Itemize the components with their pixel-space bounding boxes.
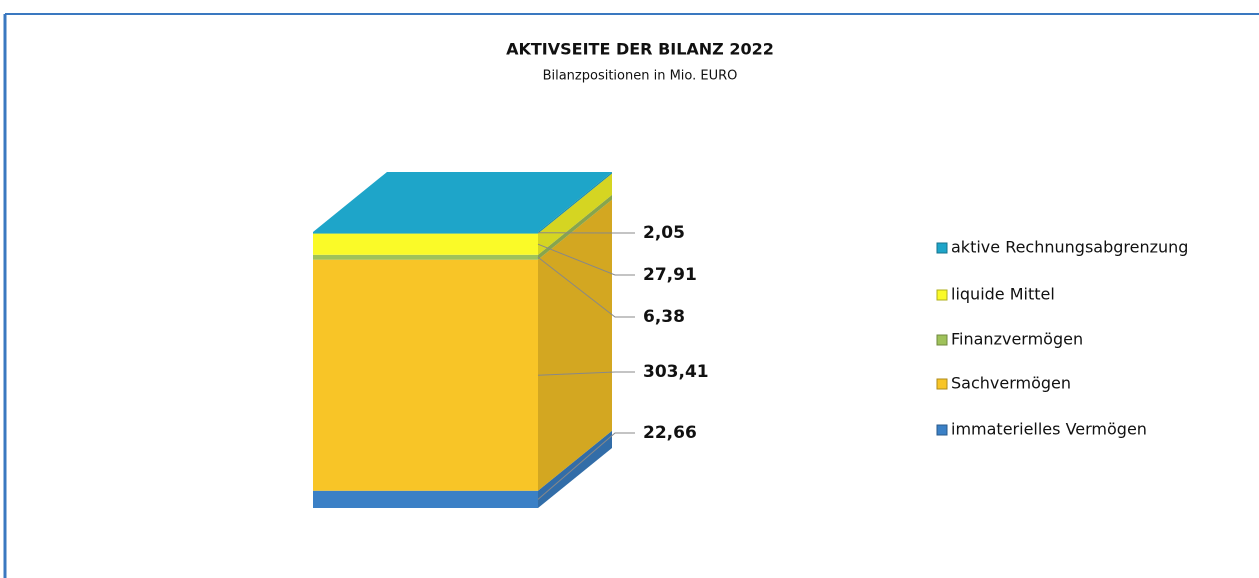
leader-line: [537, 371, 635, 376]
legend-swatch: [936, 242, 948, 254]
bar-front: [313, 490, 538, 508]
legend-label: liquide Mittel: [951, 285, 1055, 304]
leader-line: [537, 256, 635, 318]
legend-swatch: [936, 289, 948, 301]
data-label: 6,38: [643, 307, 685, 327]
data-label: 22,66: [643, 423, 697, 443]
leader-line: [537, 243, 635, 276]
legend-label: aktive Rechnungsabgrenzung: [951, 238, 1188, 257]
bar-top: [313, 172, 612, 232]
legend-swatch: [936, 378, 948, 390]
bar-front: [313, 259, 538, 491]
bar-side: [538, 199, 612, 491]
data-label: 303,41: [643, 362, 709, 382]
data-label: 27,91: [643, 265, 697, 285]
bar-front: [313, 232, 538, 234]
leader-line: [537, 432, 635, 500]
legend-swatch: [936, 424, 948, 436]
bar-side: [538, 194, 612, 260]
data-label: 2,05: [643, 223, 685, 243]
legend-swatch: [936, 334, 948, 346]
chart-title: AKTIVSEITE DER BILANZ 2022: [506, 40, 774, 59]
bar-side: [538, 172, 612, 234]
chart-subtitle: Bilanzpositionen in Mio. EURO: [543, 69, 738, 84]
legend-label: immaterielles Vermögen: [951, 420, 1147, 439]
legend-label: Sachvermögen: [951, 374, 1071, 393]
legend-label: Finanzvermögen: [951, 330, 1083, 349]
bar-front: [313, 254, 538, 260]
bar-front: [313, 233, 538, 255]
bar-side: [538, 173, 612, 255]
bar-side: [538, 430, 612, 508]
